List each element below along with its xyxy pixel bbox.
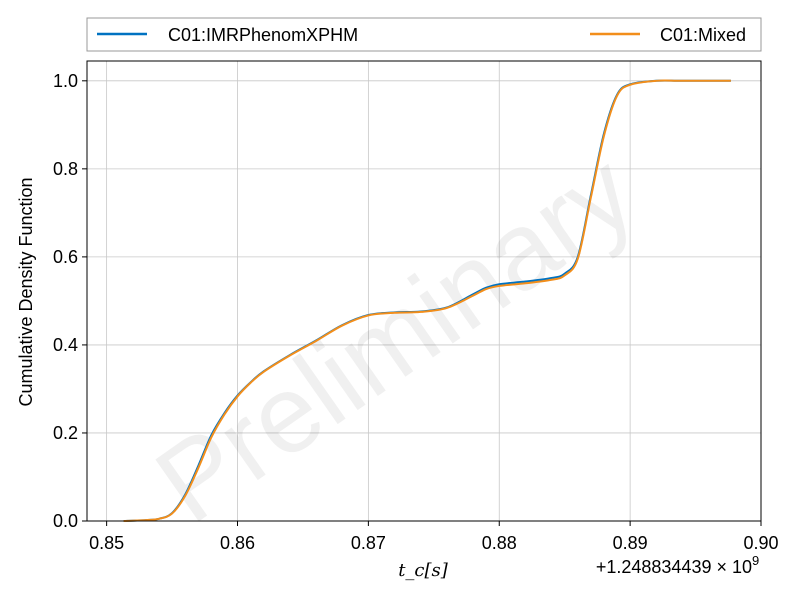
x-offset-exponent: 9 (752, 553, 759, 568)
x-offset-base: +1.248834439 × 10 (596, 557, 752, 577)
y-axis-title: Cumulative Density Function (16, 177, 36, 406)
x-tick-label: 0.90 (743, 533, 778, 553)
series-lines (123, 79, 731, 522)
y-axis-ticks: 0.0 0.2 0.4 0.6 0.8 1.0 (53, 71, 87, 531)
y-tick-label: 0.6 (53, 247, 78, 267)
y-tick-label: 0.2 (53, 423, 78, 443)
legend-label-mixed: C01:Mixed (660, 25, 746, 45)
x-tick-label: 0.85 (89, 533, 124, 553)
x-axis-ticks: 0.85 0.86 0.87 0.88 0.89 0.90 (89, 521, 779, 553)
x-tick-label: 0.86 (220, 533, 255, 553)
x-tick-label: 0.89 (613, 533, 648, 553)
x-tick-label: 0.87 (351, 533, 386, 553)
y-tick-label: 0.8 (53, 159, 78, 179)
y-tick-label: 0.0 (53, 511, 78, 531)
series-line-mixed (123, 79, 731, 522)
legend-label-imrphenomxphm: C01:IMRPhenomXPHM (168, 25, 358, 45)
legend: C01:IMRPhenomXPHM C01:Mixed (86, 17, 762, 52)
y-tick-label: 0.4 (53, 335, 78, 355)
x-tick-label: 0.88 (482, 533, 517, 553)
y-tick-label: 1.0 (53, 71, 78, 91)
watermark-text: Preliminary (135, 130, 656, 546)
plot-area-frame (86, 60, 762, 522)
legend-box (86, 17, 762, 52)
x-axis-title: t_c[s] (398, 560, 449, 581)
x-axis-offset-label: +1.248834439 × 10 (596, 557, 752, 577)
